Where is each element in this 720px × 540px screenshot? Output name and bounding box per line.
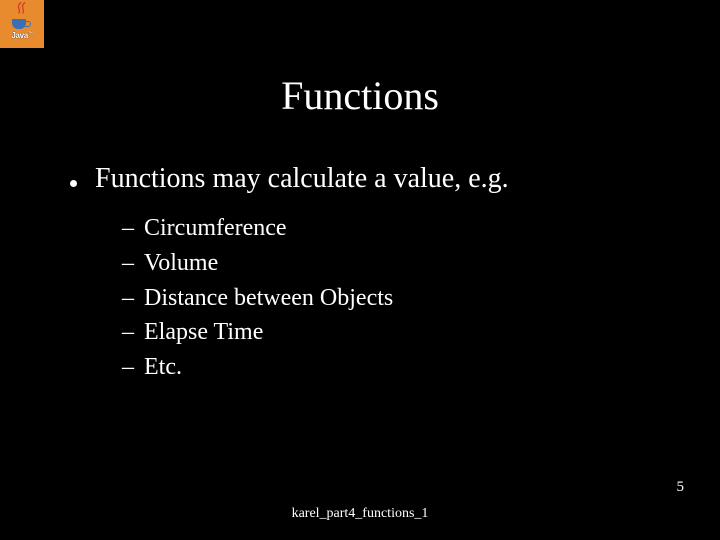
list-item: –Circumference (122, 211, 720, 246)
sub-text: Distance between Objects (144, 281, 393, 316)
sub-text: Etc. (144, 350, 182, 385)
bullet-item: Functions may calculate a value, e.g. (70, 163, 720, 195)
dash-icon: – (122, 211, 134, 246)
sub-text: Volume (144, 246, 218, 281)
java-logo: Java™ (0, 0, 44, 48)
java-cup-icon (10, 11, 34, 29)
list-item: –Distance between Objects (122, 281, 720, 316)
page-number: 5 (677, 479, 685, 496)
slide-body: Functions may calculate a value, e.g. –C… (0, 119, 720, 385)
footer-filename: karel_part4_functions_1 (0, 506, 720, 522)
list-item: –Etc. (122, 350, 720, 385)
list-item: –Elapse Time (122, 315, 720, 350)
bullet-text: Functions may calculate a value, e.g. (95, 163, 509, 195)
sub-text: Elapse Time (144, 315, 263, 350)
list-item: –Volume (122, 246, 720, 281)
dash-icon: – (122, 246, 134, 281)
dash-icon: – (122, 315, 134, 350)
slide-title: Functions (0, 0, 720, 119)
dash-icon: – (122, 350, 134, 385)
dash-icon: – (122, 281, 134, 316)
java-logo-text: Java™ (11, 31, 32, 40)
bullet-icon (70, 180, 77, 187)
sub-list: –Circumference –Volume –Distance between… (70, 207, 720, 385)
sub-text: Circumference (144, 211, 287, 246)
